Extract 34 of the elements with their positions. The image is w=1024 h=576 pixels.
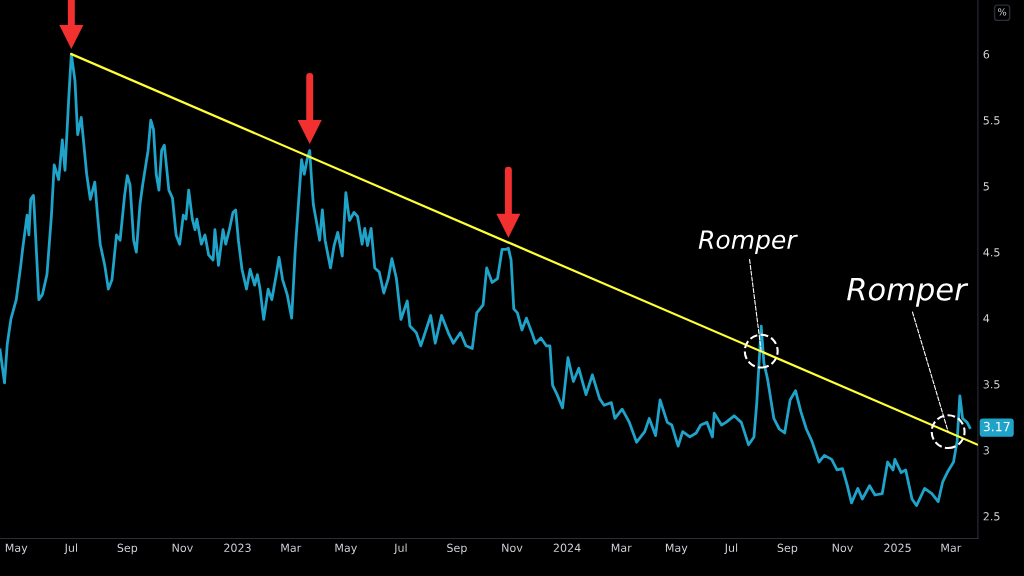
x-tick-label: Nov xyxy=(832,543,853,553)
point xyxy=(59,24,84,49)
x-tick-label: Sep xyxy=(447,543,467,555)
x-tick-label: 2025 xyxy=(884,543,911,553)
x-tick-label: Jul xyxy=(393,543,407,555)
text: % xyxy=(998,8,1007,16)
y-tick-label: 4.5 xyxy=(983,248,1000,257)
x-tick-label: Nov xyxy=(502,543,523,553)
x-tick-label: Nov xyxy=(172,543,193,553)
x-tick-label: Mar xyxy=(611,543,632,553)
x-tick-label: Jul xyxy=(724,543,738,555)
y-tick-label: 3.5 xyxy=(983,380,1000,389)
x-tick-label: Mar xyxy=(281,543,302,553)
x-tick-label: Sep xyxy=(777,543,798,555)
y-tick-label: 5.5 xyxy=(983,116,1000,125)
x-tick-label: May xyxy=(5,543,28,555)
x-tick-label: May xyxy=(335,543,357,555)
y-tick-label: 3 xyxy=(983,446,989,455)
x-tick-label: 2023 xyxy=(224,543,251,553)
line-series xyxy=(0,52,972,507)
x-tick-label: Jul xyxy=(64,543,77,555)
annotation: Romper xyxy=(698,230,798,254)
y-tick-label: 5 xyxy=(983,182,989,191)
y-tick-label: 4 xyxy=(983,314,990,323)
x-tick-label: May xyxy=(665,543,688,555)
y-tick-label: 2.5 xyxy=(983,512,1000,521)
annotation: Romper xyxy=(847,278,969,307)
x-tick-label: Mar xyxy=(941,543,962,553)
data-label: 3.17 xyxy=(983,421,1010,432)
x-tick-label: 2024 xyxy=(553,543,581,553)
x-tick-label: Sep xyxy=(117,543,138,555)
y-tick-label: 6 xyxy=(983,50,990,59)
point xyxy=(496,213,521,238)
point xyxy=(297,119,322,145)
